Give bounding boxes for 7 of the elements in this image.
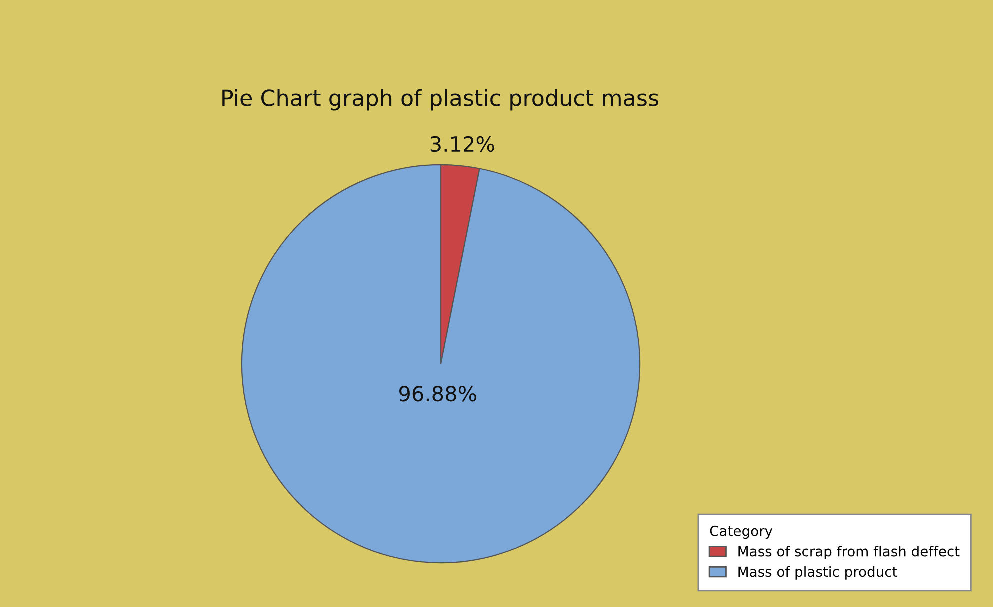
legend-title: Category (710, 526, 773, 540)
legend-label: Mass of plastic product (738, 566, 898, 580)
data-label: 3.12% (430, 136, 494, 152)
data-label: 96.88% (399, 386, 476, 402)
legend-label: Mass of scrap from flash deffect (738, 546, 960, 560)
chart-title: Pie Chart graph of plastic product mass (222, 89, 658, 111)
pie-slice (241, 164, 641, 564)
